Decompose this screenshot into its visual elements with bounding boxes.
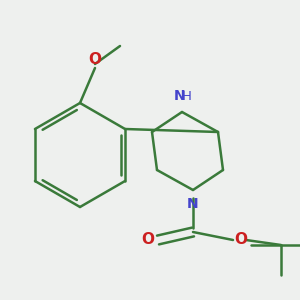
Text: O: O: [235, 232, 248, 247]
Text: N: N: [187, 197, 199, 211]
Text: N: N: [174, 89, 186, 103]
Text: H: H: [182, 89, 192, 103]
Text: O: O: [142, 232, 154, 247]
Text: O: O: [88, 52, 101, 68]
